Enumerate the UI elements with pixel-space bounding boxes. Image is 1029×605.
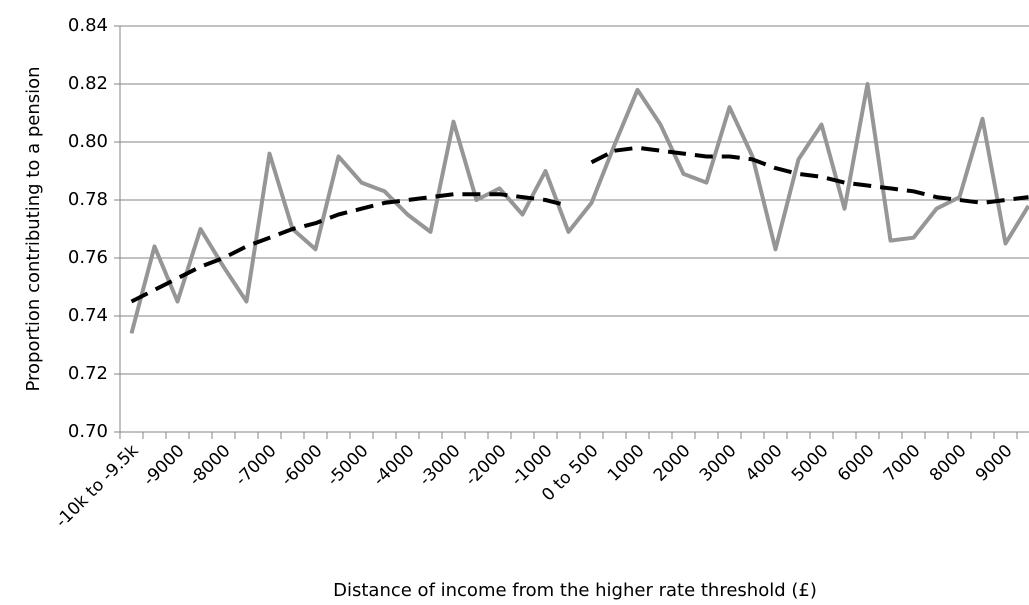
x-tick-label: 2000 [650, 441, 695, 486]
x-tick-label: -5000 [323, 441, 372, 490]
x-tick-label: 9000 [972, 441, 1017, 486]
y-tick-label: 0.78 [68, 189, 108, 210]
x-tick-label: 1000 [604, 441, 649, 486]
y-axis-title: Proportion contributing to a pension [23, 66, 44, 391]
x-tick-label: 5000 [788, 441, 833, 486]
y-tick-label: 0.84 [68, 15, 108, 36]
x-tick-label: -7000 [231, 441, 280, 490]
x-tick-label: -6000 [277, 441, 326, 490]
trend-line [590, 148, 616, 165]
x-tick-label: 3000 [696, 441, 741, 486]
y-tick-label: 0.80 [68, 131, 108, 152]
x-axis-title: Distance of income from the higher rate … [333, 580, 817, 601]
x-tick-label: -3000 [415, 441, 464, 490]
y-tick-label: 0.72 [68, 363, 108, 384]
y-tick-label: 0.82 [68, 73, 108, 94]
x-tick-label: 6000 [834, 441, 879, 486]
data-line [129, 82, 1029, 334]
x-tick-label: -10k to -9.5k [52, 441, 143, 532]
trend-line [130, 145, 1029, 304]
x-tick-label: -8000 [185, 441, 234, 490]
y-tick-label: 0.70 [68, 421, 108, 442]
x-tick-label: 8000 [926, 441, 971, 486]
x-tick-label: 7000 [880, 441, 925, 486]
y-tick-label: 0.76 [68, 247, 108, 268]
x-tick-label: 4000 [742, 441, 787, 486]
y-tick-label: 0.74 [68, 305, 108, 326]
x-tick-label: -2000 [461, 441, 510, 490]
x-tick-label: -9000 [139, 441, 188, 490]
x-tick-label: -4000 [369, 441, 418, 490]
